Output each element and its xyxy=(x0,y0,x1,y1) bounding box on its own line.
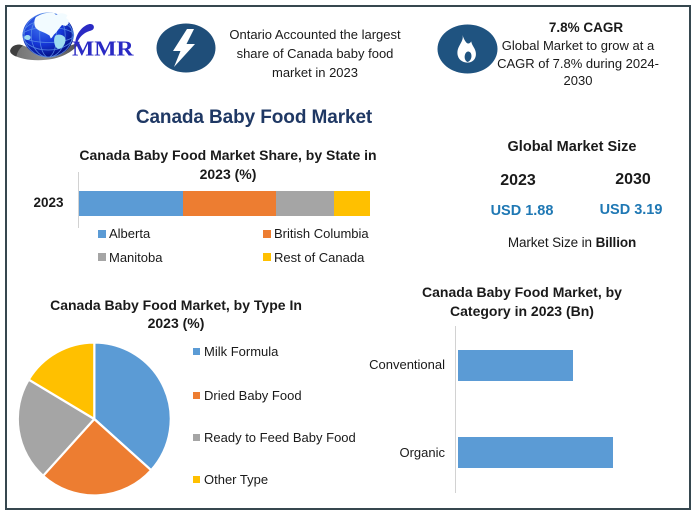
svg-text:MMR: MMR xyxy=(72,37,134,61)
